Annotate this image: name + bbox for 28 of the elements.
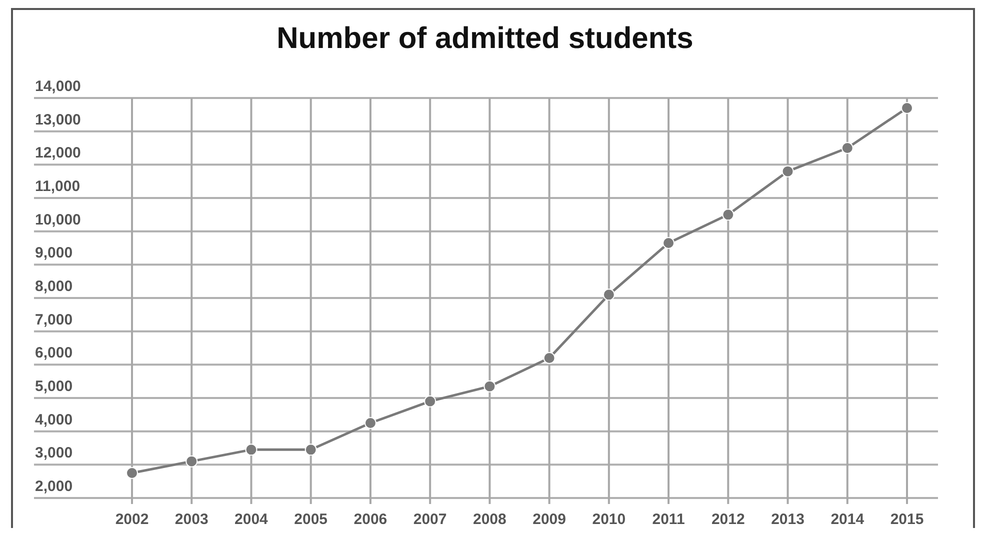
- x-tick-label: 2002: [115, 511, 149, 528]
- y-tick-label: 4,000: [35, 411, 73, 428]
- x-tick-label: 2008: [473, 511, 506, 528]
- y-tick-label: 8,000: [35, 278, 73, 295]
- y-tick-label: 3,000: [35, 444, 73, 462]
- y-tick-label: 5,000: [35, 378, 73, 395]
- x-tick-label: 2007: [413, 511, 447, 528]
- y-tick-label: 10,000: [35, 211, 81, 228]
- y-tick-label: 7,000: [35, 311, 73, 328]
- x-tick-label: 2015: [890, 511, 924, 528]
- y-tick-label: 6,000: [35, 344, 73, 362]
- x-tick-label: 2013: [771, 511, 804, 528]
- y-tick-label: 12,000: [35, 144, 81, 162]
- x-tick-label: 2014: [830, 511, 865, 528]
- x-tick-label: 2006: [354, 511, 388, 528]
- y-tick-label: 2,000: [35, 478, 73, 495]
- x-tick-label: 2012: [711, 511, 745, 528]
- x-tick-label: 2010: [592, 511, 626, 528]
- y-tick-label: 13,000: [35, 111, 81, 128]
- chart-title: Number of admitted students: [276, 22, 694, 55]
- y-tick-label: 14,000: [35, 78, 81, 95]
- y-tick-label: 9,000: [35, 244, 73, 262]
- x-tick-label: 2011: [652, 511, 685, 528]
- x-tick-label: 2003: [174, 511, 208, 528]
- y-tick-label: 11,000: [35, 178, 80, 195]
- x-tick-label: 2004: [234, 511, 269, 528]
- x-tick-label: 2005: [294, 511, 328, 528]
- x-tick-label: 2009: [532, 511, 566, 528]
